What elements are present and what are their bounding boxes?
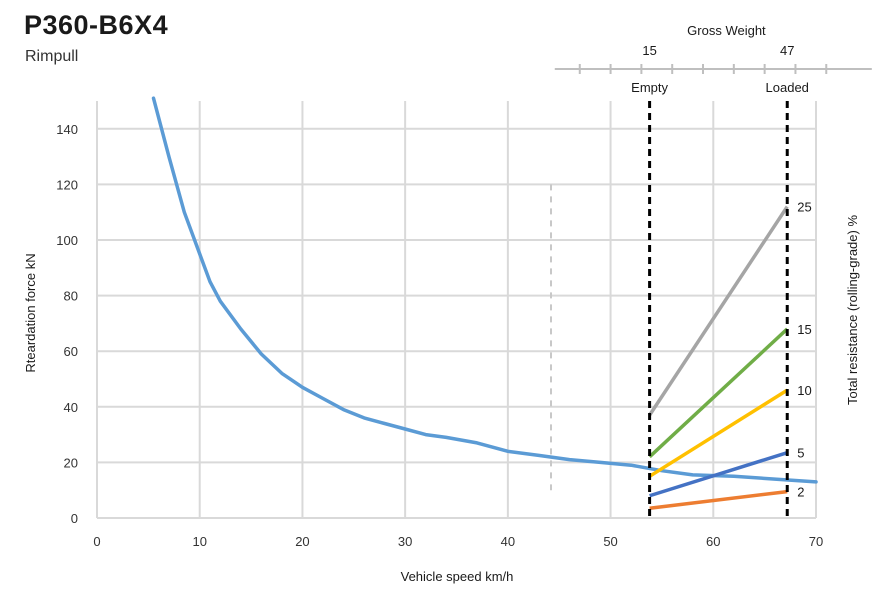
resistance-series-group: 25 15 10 5 2 — [648, 200, 812, 511]
y-tick-label: 20 — [64, 455, 78, 470]
resistance-label-10: 10 — [797, 383, 811, 398]
x-tick-label: 20 — [295, 534, 309, 549]
x-tick-label: 40 — [501, 534, 515, 549]
chart-title: P360-B6X4 — [24, 10, 169, 40]
resistance-line-2 — [649, 489, 788, 511]
y-tick-label: 100 — [56, 233, 78, 248]
resistance-label-2: 2 — [797, 485, 804, 500]
x-tick-label: 30 — [398, 534, 412, 549]
y-tick-label: 40 — [64, 400, 78, 415]
grid-lines — [96, 101, 817, 519]
y-tick-label: 120 — [56, 177, 78, 192]
resistance-line-15 — [648, 327, 789, 459]
empty-label: Empty — [631, 80, 668, 95]
rimpull-curve-group — [151, 96, 818, 484]
x-tick-label: 50 — [603, 534, 617, 549]
resistance-label-15: 15 — [797, 322, 811, 337]
gross-weight-axis: Gross Weight 15 47 Empty Loaded — [554, 23, 872, 95]
y-tick-label: 0 — [71, 511, 78, 526]
y-tick-label: 80 — [64, 289, 78, 304]
x-tick-label: 0 — [93, 534, 100, 549]
loaded-label: Loaded — [766, 80, 809, 95]
y-axis-label: Rteardation force kN — [23, 253, 38, 372]
y-tick-label: 140 — [56, 122, 78, 137]
gross-weight-label: Gross Weight — [687, 23, 766, 38]
tick-labels: 0 10 20 30 40 50 60 70 0 20 40 60 80 100 120 140 — [56, 122, 823, 549]
secondary-axis-label: Total resistance (rolling-grade) % — [845, 215, 860, 405]
rimpull-curve — [151, 96, 818, 484]
x-tick-label: 10 — [192, 534, 206, 549]
weight-markers — [648, 101, 789, 518]
resistance-label-25: 25 — [797, 200, 811, 215]
resistance-label-5: 5 — [797, 446, 804, 461]
resistance-line-5 — [649, 450, 788, 498]
gross-weight-empty-value: 15 — [642, 43, 656, 58]
x-axis-label: Vehicle speed km/h — [401, 569, 514, 584]
resistance-line-10 — [648, 388, 789, 478]
chart-subtitle: Rimpull — [25, 48, 79, 65]
y-tick-label: 60 — [64, 344, 78, 359]
x-tick-label: 60 — [706, 534, 720, 549]
resistance-line-25 — [648, 205, 789, 417]
gross-weight-loaded-value: 47 — [780, 43, 794, 58]
x-tick-label: 70 — [809, 534, 823, 549]
